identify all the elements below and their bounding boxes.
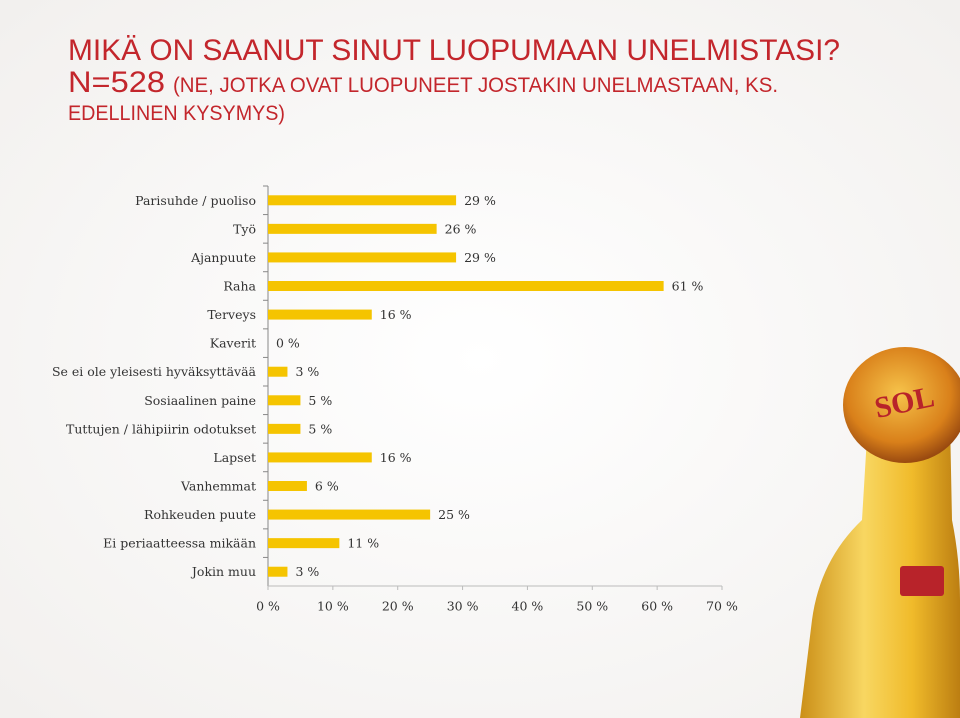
data-label: 29 % xyxy=(464,250,496,265)
y-tick-label: Rohkeuden puute xyxy=(144,507,256,522)
y-tick-label: Vanhemmat xyxy=(180,479,256,494)
data-label: 16 % xyxy=(380,307,412,322)
data-label: 25 % xyxy=(438,507,470,522)
data-label: 6 % xyxy=(315,479,339,494)
x-tick-label: 20 % xyxy=(382,599,414,614)
y-tick-label: Kaverit xyxy=(210,336,256,351)
note: (NE, JOTKA OVAT LUOPUNEET JOSTAKIN UNELM… xyxy=(173,74,778,97)
bar xyxy=(268,223,437,234)
bar xyxy=(268,481,307,491)
x-tick-label: 0 % xyxy=(256,599,280,614)
data-label: 0 % xyxy=(276,336,300,351)
x-tick-label: 30 % xyxy=(447,599,479,614)
data-label: 3 % xyxy=(295,564,319,579)
y-tick-label: Lapset xyxy=(213,450,256,465)
data-label: 61 % xyxy=(672,279,704,294)
bar xyxy=(268,452,372,463)
y-tick-label: Sosiaalinen paine xyxy=(144,393,256,408)
bar xyxy=(268,366,288,377)
bar xyxy=(268,281,664,291)
bottle-decoration: SOL xyxy=(800,347,960,718)
data-label: 26 % xyxy=(445,221,477,236)
data-label: 29 % xyxy=(464,193,496,208)
x-tick-label: 70 % xyxy=(706,599,738,614)
subtitle: N=528 xyxy=(68,66,165,99)
bar xyxy=(268,395,301,406)
x-tick-label: 60 % xyxy=(641,599,673,614)
y-tick-label: Tuttujen / lähipiirin odotukset xyxy=(66,421,256,436)
y-tick-label: Ajanpuute xyxy=(190,250,256,265)
y-tick-label: Työ xyxy=(233,221,256,236)
data-label: 3 % xyxy=(295,364,319,379)
y-tick-label: Raha xyxy=(223,279,256,294)
data-label: 5 % xyxy=(308,421,332,436)
bar xyxy=(268,538,340,549)
y-tick-label: Terveys xyxy=(207,307,256,322)
x-tick-label: 10 % xyxy=(317,599,349,614)
y-tick-label: Parisuhde / puoliso xyxy=(135,193,256,208)
data-label: 5 % xyxy=(308,393,332,408)
title: MIKÄ ON SAANUT SINUT LUOPUMAAN UNELMISTA… xyxy=(68,34,840,67)
note: EDELLINEN KYSYMYS) xyxy=(68,102,285,125)
bar xyxy=(268,252,457,263)
bar xyxy=(268,309,372,320)
data-label: 16 % xyxy=(380,450,412,465)
data-label: 11 % xyxy=(347,536,379,551)
y-tick-label: Ei periaatteessa mikään xyxy=(103,536,256,551)
bar xyxy=(268,509,431,520)
y-tick-label: Jokin muu xyxy=(190,564,256,579)
y-tick-label: Se ei ole yleisesti hyväksyttävää xyxy=(52,364,257,379)
bar xyxy=(268,423,301,434)
x-tick-label: 50 % xyxy=(576,599,608,614)
bar xyxy=(268,566,288,577)
bar xyxy=(268,195,457,206)
x-tick-label: 40 % xyxy=(512,599,544,614)
